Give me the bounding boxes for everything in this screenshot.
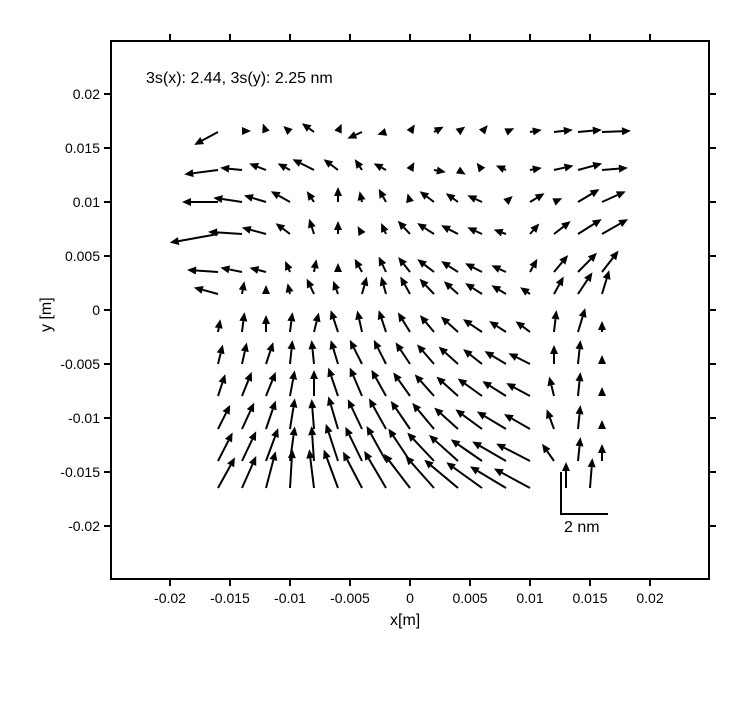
y-tick	[104, 525, 110, 527]
y-tick	[104, 147, 110, 149]
y-tick	[104, 201, 110, 203]
y-tick	[104, 309, 110, 311]
y-tick	[710, 363, 716, 365]
x-tick	[409, 580, 411, 586]
y-tick-label: 0	[55, 302, 100, 318]
x-tick	[649, 580, 651, 586]
x-tick	[229, 34, 231, 40]
y-tick	[710, 525, 716, 527]
x-tick	[529, 580, 531, 586]
y-tick-label: -0.02	[55, 518, 100, 534]
x-tick	[169, 580, 171, 586]
x-tick	[289, 34, 291, 40]
x-axis-label: x[m]	[390, 612, 420, 630]
x-tick-label: 0	[406, 590, 414, 606]
x-tick-label: -0.02	[154, 590, 186, 606]
y-tick-label: 0.01	[55, 194, 100, 210]
y-tick	[710, 471, 716, 473]
y-tick-label: -0.01	[55, 410, 100, 426]
y-tick-label: 0.015	[55, 140, 100, 156]
y-tick	[104, 93, 110, 95]
x-tick-label: 0.01	[516, 590, 543, 606]
y-axis-label: y [m]	[38, 297, 56, 332]
y-tick	[710, 417, 716, 419]
scale-bar-horizontal	[560, 513, 608, 515]
y-tick	[710, 201, 716, 203]
x-tick	[349, 34, 351, 40]
x-tick	[469, 580, 471, 586]
x-tick	[649, 34, 651, 40]
scale-bar-vertical	[560, 472, 562, 515]
y-tick	[104, 363, 110, 365]
y-tick-label: 0.02	[55, 86, 100, 102]
x-tick	[349, 580, 351, 586]
x-tick	[409, 34, 411, 40]
y-tick-label: -0.015	[55, 464, 100, 480]
x-tick	[289, 580, 291, 586]
scale-bar-label: 2 nm	[564, 519, 600, 537]
x-tick	[469, 34, 471, 40]
x-tick	[169, 34, 171, 40]
y-tick	[710, 255, 716, 257]
y-tick	[104, 255, 110, 257]
plot-area	[110, 40, 710, 580]
x-tick	[529, 34, 531, 40]
figure: x[m] y [m] 3s(x): 2.44, 3s(y): 2.25 nm 2…	[0, 0, 745, 715]
stats-annotation: 3s(x): 2.44, 3s(y): 2.25 nm	[146, 70, 333, 88]
x-tick-label: 0.015	[572, 590, 607, 606]
y-tick	[104, 417, 110, 419]
x-tick	[589, 580, 591, 586]
x-tick-label: -0.015	[210, 590, 250, 606]
y-tick	[710, 93, 716, 95]
y-tick	[104, 471, 110, 473]
x-tick-label: 0.02	[636, 590, 663, 606]
x-tick-label: -0.01	[274, 590, 306, 606]
x-tick	[229, 580, 231, 586]
x-tick-label: -0.005	[330, 590, 370, 606]
y-tick-label: -0.005	[55, 356, 100, 372]
y-tick	[710, 147, 716, 149]
x-tick	[589, 34, 591, 40]
y-tick-label: 0.005	[55, 248, 100, 264]
y-tick	[710, 309, 716, 311]
x-tick-label: 0.005	[452, 590, 487, 606]
